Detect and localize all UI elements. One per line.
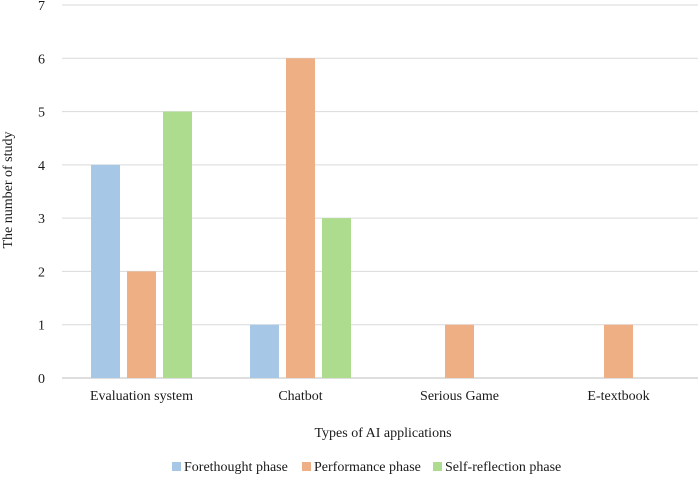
bar: [91, 164, 120, 378]
bar: [250, 324, 279, 378]
y-tick-label: 1: [38, 319, 45, 334]
bar: [127, 271, 156, 378]
x-category-label: Serious Game: [420, 389, 499, 404]
y-axis-ticks: 0 1 2 3 4 5 6 7: [38, 0, 45, 387]
bar: [286, 58, 315, 379]
legend: Forethought phase Performance phase Self-r…: [172, 460, 561, 475]
y-tick-label: 4: [38, 159, 45, 174]
bar: [163, 111, 192, 379]
legend-label: Self-reflection phase: [445, 460, 561, 475]
x-category-label: Chatbot: [278, 389, 322, 404]
y-tick-label: 2: [38, 265, 45, 280]
y-tick-label: 7: [38, 0, 45, 14]
x-axis-categories: Evaluation system Chatbot Serious Game E-te…: [90, 389, 650, 404]
y-tick-label: 0: [38, 372, 45, 387]
bars: [91, 58, 633, 379]
bar: [322, 218, 351, 378]
legend-label: Performance phase: [314, 460, 421, 475]
x-axis-title: Types of AI applications: [314, 426, 451, 441]
y-tick-label: 6: [38, 52, 45, 67]
y-axis-title: The number of study: [1, 131, 16, 248]
y-tick-label: 3: [38, 212, 45, 227]
legend-swatch: [433, 462, 442, 471]
legend-label: Forethought phase: [184, 460, 288, 475]
bar: [604, 324, 633, 378]
x-category-label: Evaluation system: [90, 389, 193, 404]
y-tick-label: 5: [38, 106, 45, 121]
legend-swatch: [302, 462, 311, 471]
bar: [445, 324, 474, 378]
legend-swatch: [172, 462, 181, 471]
x-category-label: E-textbook: [587, 389, 649, 404]
gridlines: [62, 4, 698, 379]
